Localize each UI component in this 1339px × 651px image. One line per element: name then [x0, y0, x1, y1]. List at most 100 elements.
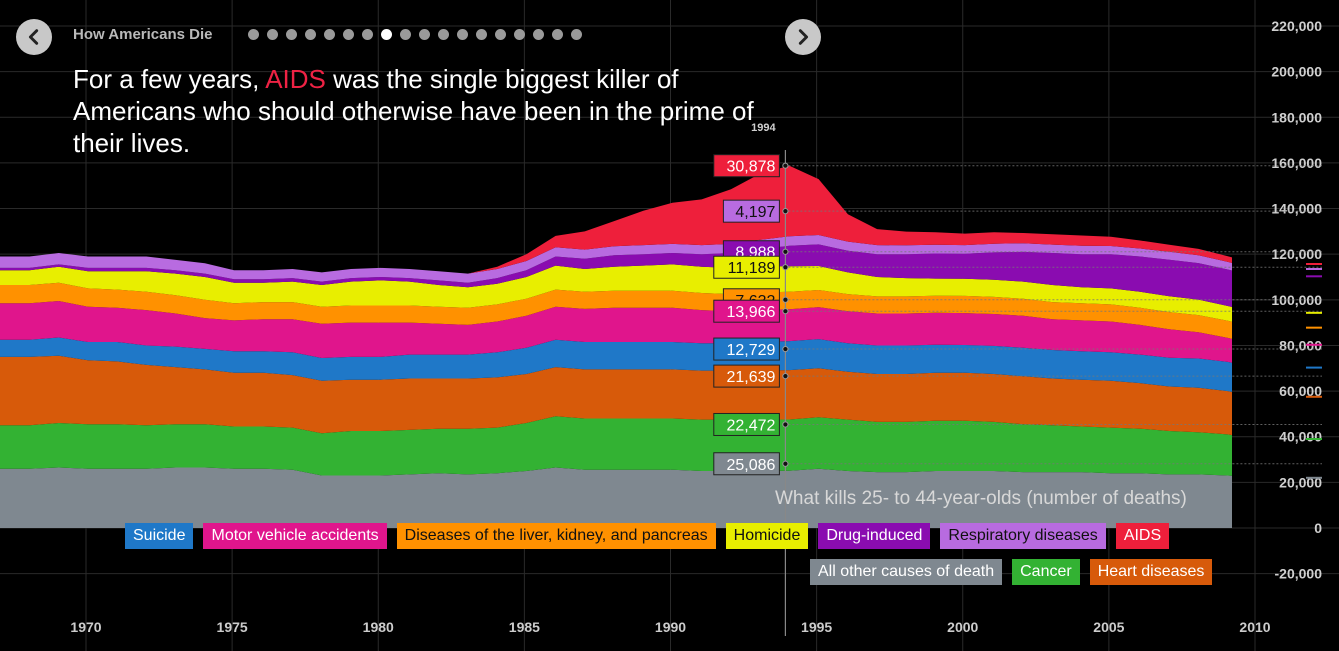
- pagination-dot[interactable]: [400, 29, 411, 40]
- right-edge-markers: [788, 165, 1322, 479]
- highlight-point: [782, 264, 789, 271]
- area-motor-vehicle-accidents[interactable]: [0, 301, 1232, 363]
- x-tick-label: 1990: [655, 619, 686, 635]
- value-label-box: [713, 255, 780, 279]
- pagination-dot[interactable]: [495, 29, 506, 40]
- value-label-text: 21,639: [726, 369, 775, 386]
- pagination-dot[interactable]: [552, 29, 563, 40]
- next-button[interactable]: [785, 19, 821, 55]
- value-label-text: 25,086: [726, 457, 775, 474]
- pagination-dot[interactable]: [362, 29, 373, 40]
- legend-item-suicide[interactable]: Suicide: [125, 523, 194, 549]
- value-label: 12,729: [713, 337, 780, 361]
- area-cancer[interactable]: [0, 416, 1232, 476]
- previous-button[interactable]: [16, 19, 52, 55]
- x-tick-label: 2010: [1239, 619, 1270, 635]
- value-label-box: [722, 199, 780, 223]
- y-tick-label: 200,000: [1271, 64, 1322, 80]
- pagination-dot[interactable]: [571, 29, 582, 40]
- highlight-year-label: 1994: [751, 122, 776, 134]
- headline-after: was the single biggest killer of America…: [73, 64, 754, 158]
- legend-item-diseases-of-the-liver-kidney-and-pancreas[interactable]: Diseases of the liver, kidney, and pancr…: [396, 523, 716, 549]
- highlight-point: [782, 162, 789, 169]
- pagination-dot-active[interactable]: [381, 29, 392, 40]
- area-heart-diseases[interactable]: [0, 355, 1232, 436]
- pagination-dot[interactable]: [438, 29, 449, 40]
- area-all-other-causes-of-death[interactable]: [0, 467, 1232, 529]
- value-label: 4,197: [722, 199, 780, 223]
- story-title: How Americans Die: [73, 26, 213, 43]
- y-tick-label: 140,000: [1271, 201, 1322, 217]
- area-suicide[interactable]: [0, 337, 1232, 392]
- area-respiratory-diseases[interactable]: [0, 235, 1232, 283]
- highlight-labels: 30,8784,1978,98811,1897,63213,96612,7292…: [713, 154, 789, 476]
- legend-item-motor-vehicle-accidents[interactable]: Motor vehicle accidents: [203, 523, 387, 549]
- highlight-point: [782, 248, 789, 255]
- pagination-dot[interactable]: [286, 29, 297, 40]
- chart-title: What kills 25- to 44-year-olds (number o…: [775, 488, 1187, 509]
- headline-highlight: AIDS: [265, 64, 326, 94]
- x-tick-label: 2000: [947, 619, 978, 635]
- value-label-text: 22,472: [726, 417, 775, 434]
- y-tick-label: 220,000: [1271, 18, 1322, 34]
- legend-item-aids[interactable]: AIDS: [1115, 523, 1170, 549]
- x-tick-label: 1970: [70, 619, 101, 635]
- value-label-text: 30,878: [726, 159, 775, 176]
- chevron-right-icon: [798, 29, 809, 45]
- x-tick-label: 2005: [1093, 619, 1124, 635]
- legend-item-cancer[interactable]: Cancer: [1012, 559, 1080, 585]
- area-series: [0, 165, 1232, 529]
- pagination-dot[interactable]: [457, 29, 468, 40]
- highlight-point: [782, 373, 789, 380]
- headline: For a few years, AIDS was the single big…: [73, 63, 773, 159]
- slide-pagination: [248, 29, 582, 40]
- pagination-dot[interactable]: [248, 29, 259, 40]
- value-label-text: 12,729: [726, 342, 775, 359]
- value-label-text: 4,197: [735, 204, 775, 221]
- y-tick-label: 60,000: [1279, 383, 1322, 399]
- y-tick-label: -20,000: [1275, 566, 1323, 582]
- y-tick-label: 20,000: [1279, 474, 1322, 490]
- area-diseases-of-the-liver-kidney-and-pancreas[interactable]: [0, 282, 1232, 339]
- area-drug-induced[interactable]: [0, 244, 1232, 307]
- pagination-dot[interactable]: [476, 29, 487, 40]
- value-label-box: [713, 299, 780, 323]
- y-tick-label: 160,000: [1271, 155, 1322, 171]
- pagination-dot[interactable]: [419, 29, 430, 40]
- x-tick-label: 1985: [509, 619, 540, 635]
- legend-item-heart-diseases[interactable]: Heart diseases: [1089, 559, 1213, 585]
- value-label-box: [713, 154, 780, 178]
- pagination-dot[interactable]: [324, 29, 335, 40]
- legend-item-all-other-causes-of-death[interactable]: All other causes of death: [810, 559, 1003, 585]
- highlight-point: [782, 308, 789, 315]
- highlight-point: [782, 460, 789, 467]
- value-label: 13,966: [713, 299, 780, 323]
- legend-item-respiratory-diseases[interactable]: Respiratory diseases: [940, 523, 1106, 549]
- headline-before: For a few years,: [73, 64, 266, 94]
- value-label: 30,878: [713, 154, 780, 178]
- pagination-dot[interactable]: [343, 29, 354, 40]
- y-tick-label: 40,000: [1279, 429, 1322, 445]
- highlight-point: [782, 208, 789, 215]
- y-tick-label: 120,000: [1271, 246, 1322, 262]
- value-label: 25,086: [713, 452, 780, 476]
- x-tick-label: 1975: [217, 619, 248, 635]
- value-label-text: 11,189: [728, 260, 776, 277]
- value-label-box: [713, 337, 780, 361]
- highlight-point: [782, 421, 789, 428]
- highlight-point: [782, 345, 789, 353]
- pagination-dot[interactable]: [305, 29, 316, 40]
- value-label-box: [713, 412, 780, 436]
- x-tick-label: 1980: [363, 619, 394, 635]
- y-tick-label: 180,000: [1271, 109, 1322, 125]
- value-label: 21,639: [713, 364, 780, 388]
- value-label-box: [713, 452, 780, 476]
- pagination-dot[interactable]: [533, 29, 544, 40]
- x-tick-label: 1995: [801, 619, 832, 635]
- area-homicide[interactable]: [0, 264, 1232, 322]
- legend-item-drug-induced[interactable]: Drug-induced: [818, 523, 931, 549]
- legend-item-homicide[interactable]: Homicide: [725, 523, 809, 549]
- pagination-dot[interactable]: [514, 29, 525, 40]
- pagination-dot[interactable]: [267, 29, 278, 40]
